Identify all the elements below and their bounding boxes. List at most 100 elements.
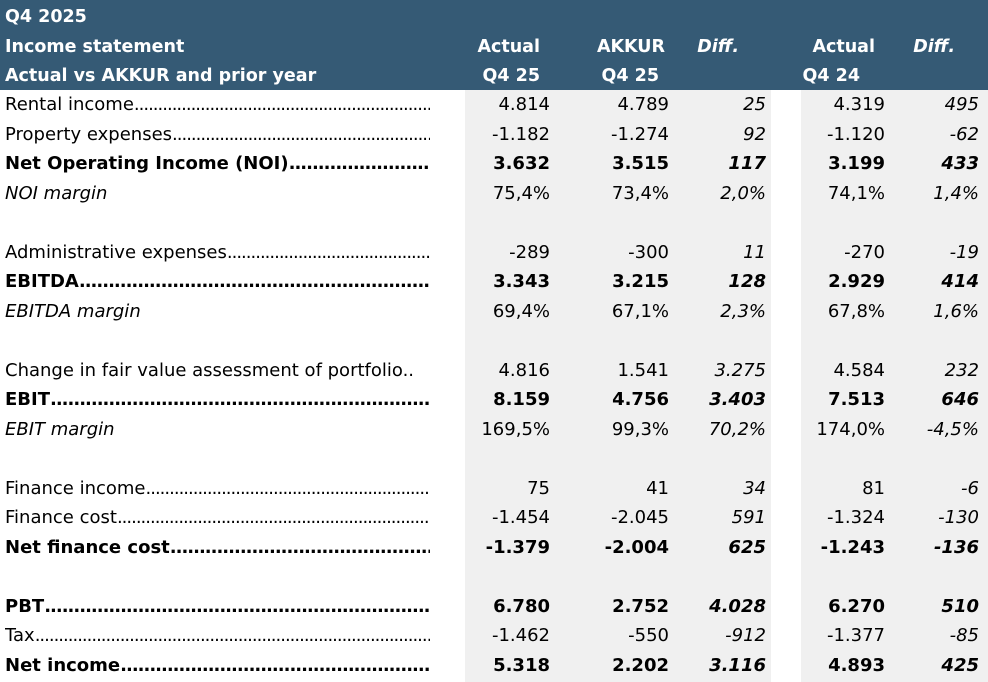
cell-actual-q425: 169,5% xyxy=(481,418,550,440)
cell-actual-q425: 3.343 xyxy=(493,271,550,292)
cell-actual-q425: -1.379 xyxy=(485,536,550,558)
cell-akkur-q425: -300 xyxy=(628,241,669,263)
cell-actual-q425: -1.454 xyxy=(491,507,550,528)
cell-actual-q424: 4.893 xyxy=(828,654,885,676)
cell-akkur-q425: 99,3% xyxy=(611,418,669,440)
leader-dots: ........................................… xyxy=(50,389,430,410)
cell-akkur-q425: -2.004 xyxy=(604,536,669,558)
col-akkur-period: Q4 25 xyxy=(601,66,660,86)
cell-actual-q424: 3.199 xyxy=(828,153,885,174)
table-row: Property expenses.......................… xyxy=(0,120,988,150)
table-row: Change in fair value assessment of portf… xyxy=(0,356,988,386)
cell-actual-q425: 4.816 xyxy=(498,359,550,381)
table-row: NOI margin 75,4% 73,4% 2,0% 74,1% 1,4% xyxy=(0,179,988,209)
cell-akkur-q425: 2.202 xyxy=(612,654,669,676)
leader-dots: ........................................… xyxy=(169,536,430,558)
cell-diff-budget: -912 xyxy=(725,625,766,646)
cell-diff-budget: 3.275 xyxy=(714,359,766,381)
cell-actual-q424: -1.377 xyxy=(826,625,885,646)
cell-akkur-q425: 67,1% xyxy=(611,300,669,322)
cell-diff-prior: -4,5% xyxy=(926,418,979,440)
table-row: Administrative expenses.................… xyxy=(0,238,988,268)
cell-actual-q425: 6.780 xyxy=(493,595,550,617)
cell-actual-q424: 67,8% xyxy=(827,300,885,322)
leader-dots: ........................................… xyxy=(44,595,430,617)
cell-diff-prior: -62 xyxy=(949,123,979,145)
table-row: Finance income..........................… xyxy=(0,474,988,504)
table-row: Net finance cost........................… xyxy=(0,533,988,563)
leader-dots: ........................................… xyxy=(116,507,430,528)
cell-actual-q424: 74,1% xyxy=(827,182,885,204)
col-diff-prior-header: Diff. xyxy=(913,37,955,57)
spacer-row xyxy=(0,562,988,592)
cell-actual-q424: 174,0% xyxy=(816,418,885,440)
table-row: PBT.....................................… xyxy=(0,592,988,622)
cell-diff-prior: 1,4% xyxy=(933,182,979,204)
cell-diff-budget: 2,3% xyxy=(720,300,766,322)
cell-actual-q425: 3.632 xyxy=(493,153,550,174)
table-row: EBIT margin 169,5% 99,3% 70,2% 174,0% -4,5% xyxy=(0,415,988,445)
cell-diff-prior: 232 xyxy=(944,359,979,381)
cell-diff-prior: -136 xyxy=(933,536,979,558)
cell-diff-budget: 3.403 xyxy=(709,389,766,410)
table-row: EBIT....................................… xyxy=(0,385,988,415)
cell-diff-prior: 510 xyxy=(941,595,979,617)
cell-diff-prior: 1,6% xyxy=(933,300,979,322)
col-actual-q424-period: Q4 24 xyxy=(802,66,861,86)
row-label: Net finance cost........................… xyxy=(5,533,430,563)
row-label: Net income..............................… xyxy=(5,651,430,681)
cell-akkur-q425: -1.274 xyxy=(610,123,669,145)
cell-actual-q424: -1.324 xyxy=(826,507,885,528)
cell-diff-prior: -85 xyxy=(949,625,979,646)
cell-actual-q424: -270 xyxy=(844,241,885,263)
col-diff-budget-header: Diff. xyxy=(697,37,739,57)
q4-25-column-shading xyxy=(465,90,771,682)
cell-diff-prior: -6 xyxy=(961,477,979,499)
row-label: EBIT margin xyxy=(5,418,115,440)
cell-actual-q425: 69,4% xyxy=(492,300,550,322)
leader-dots: ........................................… xyxy=(133,94,430,115)
cell-akkur-q425: 3.215 xyxy=(612,271,669,292)
cell-actual-q424: -1.243 xyxy=(820,536,885,558)
cell-actual-q425: -1.462 xyxy=(491,625,550,646)
cell-akkur-q425: 2.752 xyxy=(612,595,669,617)
table-header: Q4 2025 Income statement Actual vs AKKUR… xyxy=(0,0,988,90)
cell-akkur-q425: 73,4% xyxy=(611,182,669,204)
cell-diff-budget: 625 xyxy=(728,536,766,558)
cell-diff-budget: 591 xyxy=(731,507,766,528)
col-actual-q425-header: Actual xyxy=(477,37,540,57)
cell-actual-q425: 75 xyxy=(527,477,550,499)
table-row: Net income..............................… xyxy=(0,651,988,681)
q4-24-column-shading xyxy=(801,90,988,682)
row-label: PBT.....................................… xyxy=(5,592,430,622)
row-label: EBIT....................................… xyxy=(5,385,430,415)
cell-diff-budget: 34 xyxy=(743,477,766,499)
cell-diff-prior: 433 xyxy=(941,153,979,174)
cell-actual-q424: 81 xyxy=(862,477,885,499)
cell-actual-q425: 4.814 xyxy=(498,94,550,115)
leader-dots: ........................................… xyxy=(120,654,430,676)
cell-diff-budget: 2,0% xyxy=(720,182,766,204)
cell-actual-q424: 2.929 xyxy=(828,271,885,292)
table-row: EBITDA..................................… xyxy=(0,267,988,297)
statement-title: Income statement xyxy=(5,37,185,57)
statement-subtitle: Actual vs AKKUR and prior year xyxy=(5,66,317,86)
cell-actual-q425: -289 xyxy=(509,241,550,263)
cell-actual-q424: 4.319 xyxy=(833,94,885,115)
cell-diff-budget: 11 xyxy=(743,241,766,263)
col-actual-q424-header: Actual xyxy=(812,37,875,57)
cell-actual-q425: -1.182 xyxy=(491,123,550,145)
row-label: EBITDA..................................… xyxy=(5,267,430,297)
row-label: Property expenses.......................… xyxy=(5,120,430,150)
cell-diff-budget: 4.028 xyxy=(709,595,766,617)
row-label: Change in fair value assessment of portf… xyxy=(5,359,415,381)
table-row: EBITDA margin 69,4% 67,1% 2,3% 67,8% 1,6% xyxy=(0,297,988,327)
leader-dots: ........................................… xyxy=(288,153,430,174)
spacer-row xyxy=(0,208,988,238)
cell-diff-budget: 128 xyxy=(728,271,766,292)
row-label: Administrative expenses.................… xyxy=(5,238,430,268)
leader-dots: ........................................… xyxy=(34,625,430,646)
row-label: Finance cost............................… xyxy=(5,503,430,533)
cell-actual-q424: 7.513 xyxy=(828,389,885,410)
